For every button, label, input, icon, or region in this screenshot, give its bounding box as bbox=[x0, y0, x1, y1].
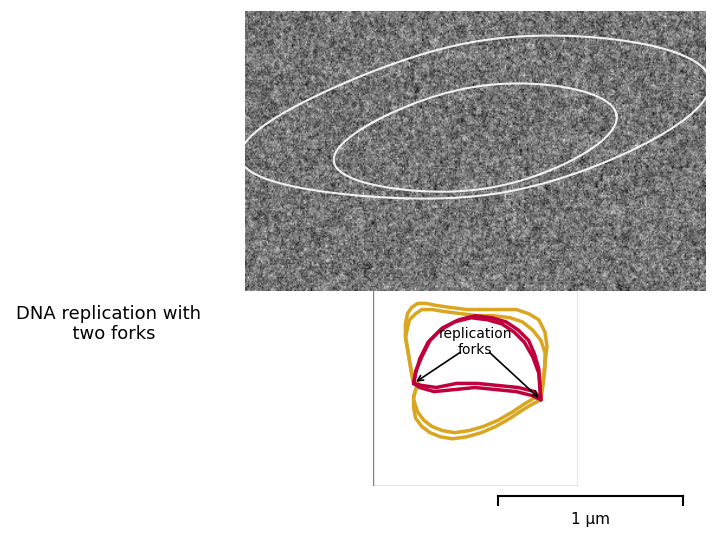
Text: replication
forks: replication forks bbox=[438, 327, 512, 357]
Text: DNA replication with
  two forks: DNA replication with two forks bbox=[16, 305, 200, 343]
Text: 1 μm: 1 μm bbox=[571, 512, 610, 527]
